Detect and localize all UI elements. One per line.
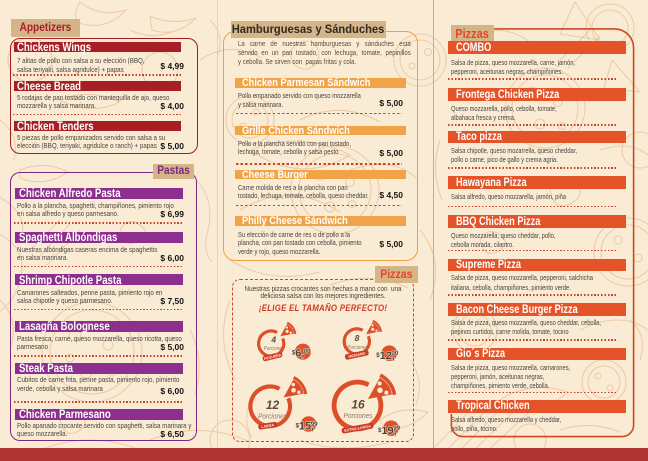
svg-text:$: $	[296, 424, 300, 430]
svg-text:Porciones: Porciones	[258, 411, 287, 420]
svg-text:PEQUEÑA: PEQUEÑA	[263, 352, 282, 361]
svg-text:16: 16	[351, 397, 365, 411]
svg-text:99: 99	[393, 425, 400, 432]
svg-text:6,: 6,	[295, 348, 304, 360]
svg-text:12,: 12,	[380, 350, 395, 362]
svg-text:19,: 19,	[381, 425, 396, 437]
svg-text:Porciones: Porciones	[344, 411, 373, 420]
svg-text:4: 4	[270, 334, 276, 344]
svg-text:12: 12	[266, 398, 280, 412]
svg-text:$: $	[378, 428, 382, 434]
svg-text:00: 00	[391, 350, 398, 357]
svg-text:LARGA: LARGA	[261, 423, 275, 429]
svg-text:$: $	[292, 351, 296, 357]
svg-text:99: 99	[311, 421, 318, 428]
svg-text:EXTRA-LARGA: EXTRA-LARGA	[344, 424, 371, 433]
svg-text:00: 00	[304, 348, 311, 355]
svg-text:$: $	[376, 353, 380, 359]
svg-text:MEDIANO: MEDIANO	[348, 351, 366, 359]
svg-text:15,: 15,	[299, 421, 314, 433]
svg-text:8: 8	[355, 333, 360, 343]
svg-text:Porciones: Porciones	[264, 346, 285, 352]
svg-text:Porciones: Porciones	[347, 345, 368, 351]
